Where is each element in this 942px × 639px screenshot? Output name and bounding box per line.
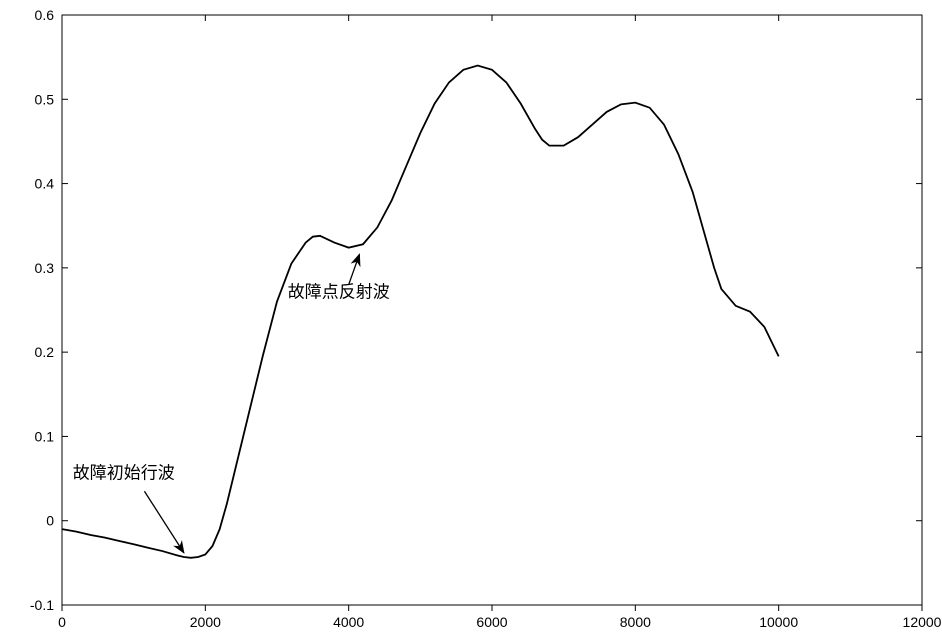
y-tick-label: 0.5 xyxy=(35,91,55,107)
line-chart: 020004000600080001000012000-0.100.10.20.… xyxy=(0,0,942,639)
signal-curve xyxy=(62,66,779,558)
x-tick-label: 10000 xyxy=(759,614,798,630)
x-tick-label: 2000 xyxy=(190,614,221,630)
x-tick-label: 4000 xyxy=(333,614,364,630)
y-tick-label: -0.1 xyxy=(30,597,54,613)
x-tick-label: 12000 xyxy=(903,614,942,630)
y-tick-label: 0.2 xyxy=(35,344,55,360)
y-tick-label: 0.4 xyxy=(35,176,55,192)
x-tick-label: 6000 xyxy=(476,614,507,630)
annotation-reflected-wave: 故障点反射波 xyxy=(288,282,390,301)
plot-box xyxy=(62,15,922,605)
annotation-initial-wave: 故障初始行波 xyxy=(73,464,175,483)
x-tick-label: 8000 xyxy=(620,614,651,630)
y-tick-label: 0.1 xyxy=(35,428,55,444)
annotation-arrow-reflected-wave xyxy=(349,254,360,284)
y-tick-label: 0 xyxy=(46,513,54,529)
chart-container: 020004000600080001000012000-0.100.10.20.… xyxy=(0,0,942,639)
annotation-arrow-initial-wave xyxy=(144,491,183,553)
y-tick-label: 0.3 xyxy=(35,260,55,276)
x-tick-label: 0 xyxy=(58,614,66,630)
y-tick-label: 0.6 xyxy=(35,7,55,23)
